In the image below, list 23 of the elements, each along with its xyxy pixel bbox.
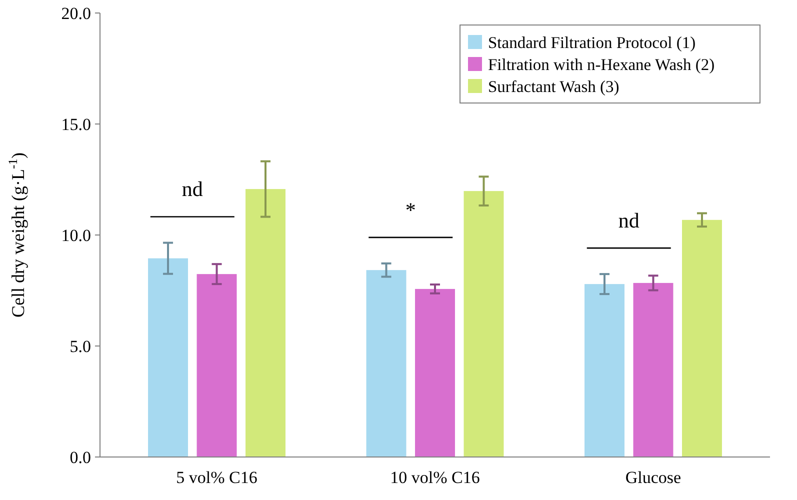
bar	[584, 284, 624, 457]
bar	[246, 189, 286, 457]
bar	[196, 274, 237, 457]
bar	[682, 220, 722, 457]
bar	[633, 282, 674, 457]
bar	[148, 258, 188, 457]
annotation: *	[405, 198, 416, 222]
y-tick-label: 10.0	[61, 226, 91, 245]
y-tick-label: 0.0	[70, 448, 91, 467]
bar	[366, 270, 406, 457]
legend-label: Surfactant Wash (3)	[488, 76, 620, 96]
annotation: nd	[618, 208, 640, 232]
x-tick-label: Glucose	[625, 468, 682, 487]
x-tick-label: 5 vol% C16	[176, 468, 258, 487]
y-tick-label: 20.0	[61, 4, 91, 23]
annotation: nd	[182, 177, 204, 202]
bar	[464, 191, 504, 457]
legend-label: Filtration with n-Hexane Wash (2)	[488, 54, 715, 74]
legend-label: Standard Filtration Protocol (1)	[488, 32, 696, 52]
y-tick-label: 5.0	[70, 336, 91, 356]
x-tick-label: 10 vol% C16	[390, 468, 480, 487]
y-tick-label: 15.0	[61, 114, 91, 134]
bar	[415, 288, 455, 457]
